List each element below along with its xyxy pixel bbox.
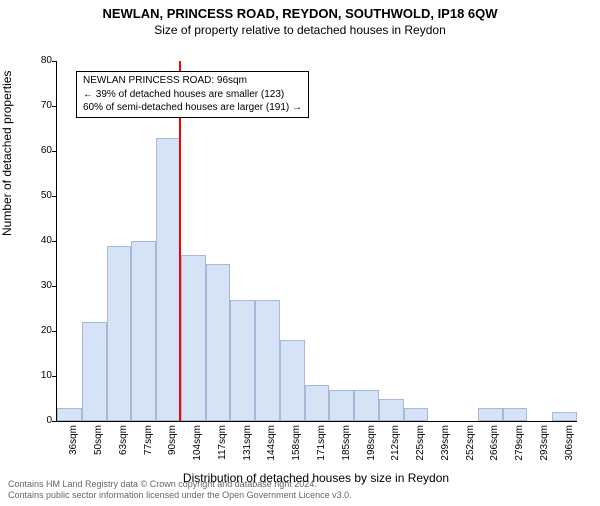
annotation-line: ← 39% of detached houses are smaller (12… [83,88,302,102]
histogram-bar [131,241,156,421]
histogram-bar [156,138,181,422]
x-tick-label: 279sqm [514,425,525,467]
x-tick-label: 171sqm [316,425,327,467]
histogram-bar [404,408,429,422]
histogram-bar [305,385,330,421]
chart-subtitle: Size of property relative to detached ho… [0,23,600,37]
y-tick-label: 20 [22,325,52,336]
x-tick-label: 212sqm [390,425,401,467]
x-tick-label: 90sqm [167,425,178,467]
x-tick-label: 63sqm [118,425,129,467]
x-tick-label: 198sqm [366,425,377,467]
x-tick-label: 185sqm [341,425,352,467]
annotation-box: NEWLAN PRINCESS ROAD: 96sqm← 39% of deta… [76,71,309,118]
y-tick-label: 10 [22,370,52,381]
y-axis-label: Number of detached properties [0,71,14,236]
histogram-bar [57,408,82,422]
histogram-bar [329,390,354,422]
x-tick-label: 293sqm [539,425,550,467]
y-tick-label: 40 [22,235,52,246]
y-tick-label: 60 [22,145,52,156]
histogram-bar [255,300,280,422]
histogram-bar [82,322,107,421]
footer-line-2: Contains public sector information licen… [8,490,352,502]
x-axis-label: Distribution of detached houses by size … [56,471,576,485]
histogram-bar [478,408,503,422]
x-tick-label: 158sqm [291,425,302,467]
histogram-bar [206,264,231,422]
y-tick-label: 80 [22,55,52,66]
histogram-bar [181,255,206,422]
x-tick-label: 306sqm [564,425,575,467]
x-tick-label: 225sqm [415,425,426,467]
x-tick-label: 117sqm [217,425,228,467]
annotation-line: NEWLAN PRINCESS ROAD: 96sqm [83,74,302,88]
histogram-bar [503,408,528,422]
x-tick-label: 36sqm [68,425,79,467]
histogram-bar [552,412,577,421]
y-tick-label: 0 [22,415,52,426]
chart-title: NEWLAN, PRINCESS ROAD, REYDON, SOUTHWOLD… [0,6,600,21]
annotation-line: 60% of semi-detached houses are larger (… [83,101,302,115]
histogram-bar [280,340,305,421]
histogram-bar [354,390,379,422]
x-tick-label: 77sqm [143,425,154,467]
y-tick-label: 30 [22,280,52,291]
histogram-bar [230,300,255,422]
histogram-bar [107,246,132,422]
x-tick-label: 239sqm [440,425,451,467]
x-tick-label: 252sqm [465,425,476,467]
x-tick-label: 104sqm [192,425,203,467]
y-tick-label: 70 [22,100,52,111]
x-tick-label: 144sqm [266,425,277,467]
histogram-bar [379,399,404,422]
y-tick-label: 50 [22,190,52,201]
x-tick-label: 131sqm [242,425,253,467]
x-tick-label: 266sqm [489,425,500,467]
x-tick-label: 50sqm [93,425,104,467]
